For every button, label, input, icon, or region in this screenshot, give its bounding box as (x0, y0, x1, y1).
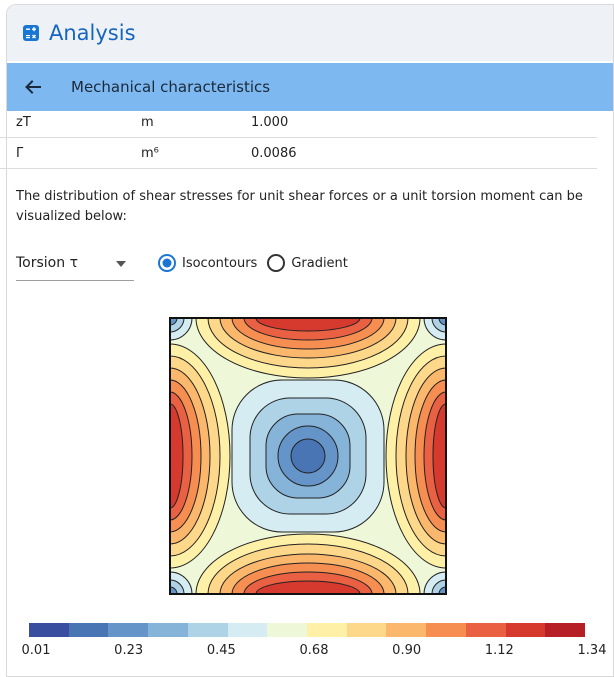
radio-isocontours[interactable]: Isocontours (158, 254, 257, 272)
colorbar-segment (307, 623, 347, 637)
calculator-icon (23, 25, 39, 41)
contour-lobe-bottom (195, 533, 421, 594)
contour-center (231, 379, 385, 533)
arrow-left-icon (25, 80, 41, 94)
stress-type-select[interactable]: Torsion τ (16, 250, 134, 281)
colorbar-segment (426, 623, 466, 637)
colorbar-segment (465, 623, 506, 637)
colorbar-tick-label: 0.68 (299, 643, 329, 658)
colorbar-segment (68, 623, 109, 637)
select-value: Torsion τ (16, 255, 78, 271)
property-name: Γ (0, 137, 141, 169)
contour-lobe-left (170, 343, 231, 569)
contour-corners (170, 318, 446, 594)
property-value: 1.000 (251, 107, 597, 138)
colorbar-segment (29, 623, 69, 637)
contour-lobe-top (195, 318, 421, 379)
property-name: zT (0, 107, 141, 138)
property-unit: m (141, 107, 251, 138)
property-value: 0.0086 (251, 137, 597, 169)
colorbar-segment (505, 623, 546, 637)
colorbar-segment (267, 623, 308, 637)
description-text: The distribution of shear stresses for u… (16, 189, 583, 224)
colorbar-segment (545, 623, 586, 637)
app-title: Analysis (49, 21, 136, 45)
section-title: Mechanical characteristics (71, 78, 271, 96)
colorbar-segment (346, 623, 387, 637)
colorbar-segment (148, 623, 188, 637)
colorbar-segment (386, 623, 427, 637)
chevron-down-icon (116, 261, 126, 267)
radio-gradient[interactable]: Gradient (267, 254, 348, 272)
radio-unselected-icon (267, 254, 286, 272)
colorbar (29, 623, 586, 637)
contour-lobe-right (385, 343, 446, 569)
radio-label: Isocontours (182, 255, 258, 271)
colorbar-segment (187, 623, 228, 637)
title-bar: Analysis (7, 5, 613, 61)
colorbar-tick-label: 0.45 (206, 643, 236, 658)
table-row: Γ m⁶ 0.0086 (0, 137, 597, 169)
colorbar-tick-label: 0.01 (21, 643, 51, 658)
colorbar-segment (227, 623, 268, 637)
radio-label: Gradient (291, 255, 348, 271)
table-row: zT m 1.000 (0, 107, 597, 138)
colorbar-tick-label: 1.34 (577, 643, 607, 658)
colorbar-segment (108, 623, 149, 637)
properties-table: zT m 1.000 Γ m⁶ 0.0086 (0, 107, 597, 169)
colorbar-tick-label: 0.90 (392, 643, 422, 658)
display-mode-group: Isocontours Gradient (158, 254, 358, 272)
property-unit: m⁶ (141, 137, 251, 169)
radio-selected-icon (158, 254, 176, 272)
sub-header: Mechanical characteristics (7, 63, 613, 111)
back-button[interactable] (15, 69, 51, 105)
stress-contour-plot (162, 310, 454, 602)
colorbar-tick-label: 1.12 (484, 643, 514, 658)
section-outline (169, 317, 447, 595)
colorbar-tick-label: 0.23 (114, 643, 144, 658)
